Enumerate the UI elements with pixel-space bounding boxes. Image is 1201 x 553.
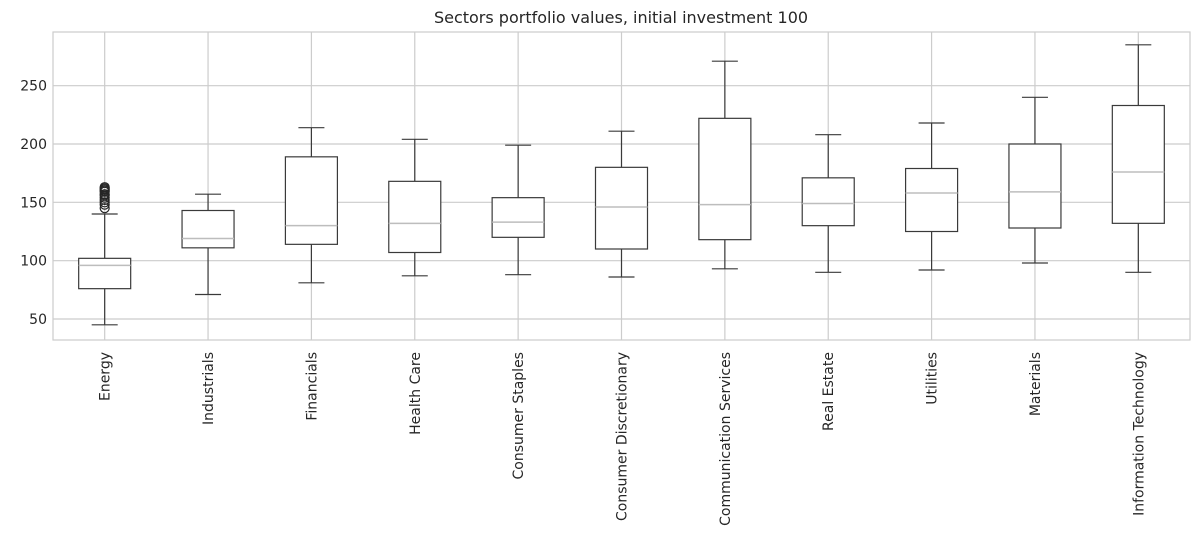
box-iqr xyxy=(78,257,132,290)
box-iqr xyxy=(698,117,752,241)
box-group xyxy=(388,138,442,277)
box-iqr xyxy=(1111,104,1165,224)
y-tick-label: 100 xyxy=(20,254,47,270)
box-iqr xyxy=(284,156,339,245)
box-group xyxy=(594,130,649,278)
box-group xyxy=(181,193,235,296)
x-tick-label: Materials xyxy=(1028,352,1044,416)
x-tick-label: Communication Services xyxy=(718,352,734,526)
box-group xyxy=(1008,96,1062,264)
x-axis-ticks: Energy Industrials Financials Health Care Co… xyxy=(98,352,1148,526)
box-iqr xyxy=(1008,143,1062,229)
box-iqr xyxy=(388,180,442,254)
x-tick-label: Financials xyxy=(304,352,320,421)
x-tick-label: Information Technology xyxy=(1131,352,1147,516)
box-iqr xyxy=(491,197,545,238)
y-tick-label: 200 xyxy=(20,137,47,153)
x-tick-label: Real Estate xyxy=(821,352,837,431)
x-tick-label: Consumer Discretionary xyxy=(615,352,631,521)
box-iqr xyxy=(801,177,855,227)
box-group xyxy=(1111,44,1165,273)
box-group xyxy=(801,134,855,273)
box-group xyxy=(284,127,339,284)
x-tick-label: Consumer Staples xyxy=(511,352,527,479)
box-iqr xyxy=(181,209,235,249)
box-layer xyxy=(78,44,1165,326)
box-group xyxy=(491,144,545,276)
box-group xyxy=(904,122,959,271)
x-tick-label: Energy xyxy=(98,352,114,401)
x-tick-label: Utilities xyxy=(925,352,941,405)
x-tick-label: Industrials xyxy=(201,352,217,425)
box-group xyxy=(78,182,132,326)
outlier-point xyxy=(99,182,110,193)
box-iqr xyxy=(904,167,959,233)
y-tick-label: 150 xyxy=(20,195,47,211)
box-group xyxy=(698,60,752,270)
chart-title: Sectors portfolio values, initial invest… xyxy=(434,8,808,27)
x-tick-label: Health Care xyxy=(408,352,424,435)
outlier-point xyxy=(99,203,110,214)
y-axis-ticks: 50 100 150 200 250 xyxy=(20,79,47,328)
y-tick-label: 50 xyxy=(29,312,47,328)
box-iqr xyxy=(594,166,649,250)
y-tick-label: 250 xyxy=(20,79,47,95)
plot-frame xyxy=(52,31,1191,341)
